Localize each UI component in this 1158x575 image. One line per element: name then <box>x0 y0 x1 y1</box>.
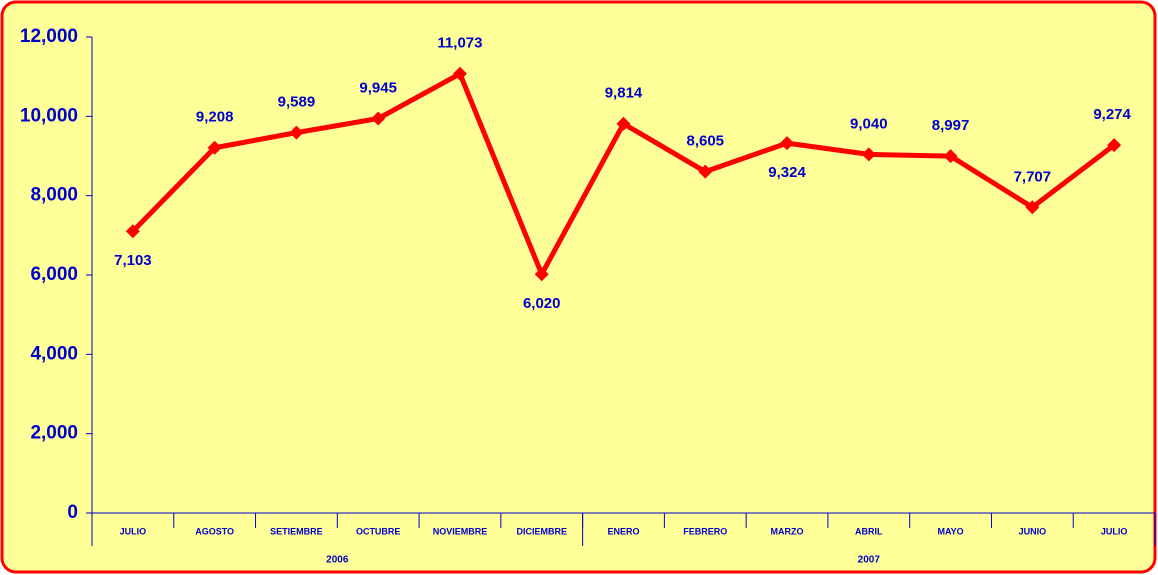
data-point <box>698 164 713 179</box>
y-tick-label: 8,000 <box>30 185 78 206</box>
data-label: 9,945 <box>359 79 397 96</box>
data-point <box>943 149 958 164</box>
data-point <box>125 224 140 239</box>
group-label: 2007 <box>858 555 881 566</box>
x-tick-label: MARZO <box>771 526 804 536</box>
x-tick-label: JULIO <box>120 526 147 536</box>
group-label: 2006 <box>326 555 349 566</box>
x-tick-label: FEBRERO <box>683 526 727 536</box>
data-point <box>452 66 467 81</box>
x-tick-label: ENERO <box>607 526 639 536</box>
y-tick-label: 10,000 <box>20 105 78 126</box>
x-tick-label: AGOSTO <box>195 526 234 536</box>
data-point <box>371 111 386 126</box>
data-point <box>207 140 222 155</box>
x-tick-label: ABRIL <box>855 526 883 536</box>
data-label: 6,020 <box>523 295 561 312</box>
x-tick-label: SETIEMBRE <box>270 526 323 536</box>
data-point <box>861 147 876 162</box>
data-label: 9,208 <box>196 109 234 126</box>
data-label: 9,324 <box>768 164 806 181</box>
data-point <box>289 125 304 140</box>
data-label: 9,040 <box>850 115 888 132</box>
data-label: 8,997 <box>932 117 970 134</box>
data-label: 7,707 <box>1014 168 1052 185</box>
y-tick-label: 6,000 <box>30 264 78 285</box>
data-label: 7,103 <box>114 252 152 269</box>
data-label: 9,274 <box>1093 106 1131 123</box>
y-tick-label: 2,000 <box>30 423 78 444</box>
x-tick-label: JULIO <box>1101 526 1128 536</box>
x-tick-label: NOVIEMBRE <box>433 526 488 536</box>
y-tick-label: 4,000 <box>30 343 78 364</box>
x-tick-label: DICIEMBRE <box>516 526 567 536</box>
data-label: 8,605 <box>686 133 724 150</box>
data-point <box>1107 138 1122 153</box>
y-tick-label: 0 <box>67 502 78 523</box>
y-tick-label: 12,000 <box>20 26 78 47</box>
x-tick-label: JUNIO <box>1019 526 1047 536</box>
x-tick-label: MAYO <box>937 526 963 536</box>
x-tick-label: OCTUBRE <box>356 526 401 536</box>
data-point <box>534 267 549 282</box>
data-point <box>780 136 795 151</box>
data-label: 9,814 <box>605 85 643 102</box>
data-label: 11,073 <box>437 35 482 52</box>
data-point <box>1025 200 1040 215</box>
data-point <box>616 116 631 131</box>
data-label: 9,589 <box>278 94 316 111</box>
